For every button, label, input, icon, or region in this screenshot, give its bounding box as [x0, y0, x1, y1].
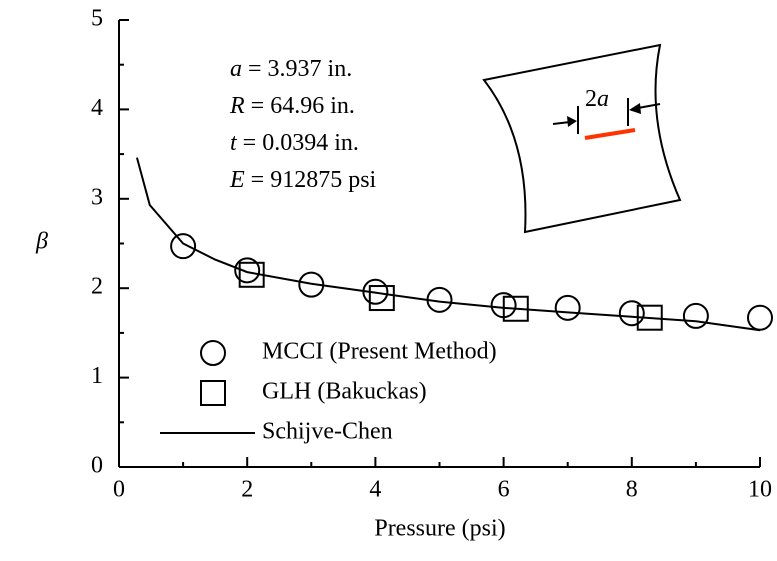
parameter-text: = 0.0394 in. [237, 130, 359, 156]
x-tick-label: 6 [498, 477, 510, 503]
y-tick-label: 1 [91, 363, 103, 389]
legend-label: Schijve-Chen [262, 419, 393, 445]
legend-marker [200, 380, 226, 406]
inset-symbol: a [597, 86, 609, 112]
x-axis-label: Pressure (psi) [374, 516, 505, 542]
parameter-symbol: R [229, 93, 245, 119]
y-tick-label: 2 [91, 274, 103, 300]
y-tick-label: 5 [91, 6, 103, 32]
series-line [135, 157, 761, 332]
legend-marker [200, 340, 226, 366]
arrow-head [567, 116, 577, 127]
legend-label: GLH (Bakuckas) [262, 379, 427, 405]
parameter-symbol: E [229, 167, 245, 193]
y-tick-label: 3 [91, 184, 103, 210]
y-tick-label: 0 [91, 453, 103, 479]
marker-square [368, 285, 395, 312]
inset-label: 2a [585, 86, 609, 112]
parameter: R = 64.96 in. [229, 93, 355, 119]
parameter-text: = 3.937 in. [242, 56, 352, 82]
parameter-text: = 64.96 in. [245, 93, 355, 119]
legend-label: MCCI (Present Method) [262, 339, 497, 365]
x-tick-label: 0 [113, 477, 125, 503]
parameter-text: = 912875 psi [245, 167, 377, 193]
panel [482, 43, 682, 234]
dim-arrow [637, 103, 661, 109]
marker-circle [234, 257, 261, 284]
arrow-head [629, 103, 641, 114]
x-tick-label: 2 [241, 477, 253, 503]
crack [584, 128, 636, 140]
parameter-symbol: a [230, 56, 242, 82]
y-axis-label: β [35, 229, 48, 255]
marker-circle [618, 300, 645, 327]
parameter: E = 912875 psi [229, 167, 377, 193]
parameter: t = 0.0394 in. [230, 130, 359, 156]
marker-circle [554, 294, 581, 321]
x-tick-label: 10 [748, 477, 772, 503]
parameter-symbol: t [230, 130, 238, 156]
marker-circle [682, 302, 709, 329]
parameter: a = 3.937 in. [230, 56, 352, 82]
inset-factor: 2 [585, 86, 597, 112]
marker-circle [747, 304, 773, 331]
x-tick-label: 4 [369, 477, 381, 503]
marker-circle [170, 233, 197, 260]
y-tick-label: 4 [91, 95, 103, 121]
x-tick-label: 8 [626, 477, 638, 503]
inset-diagram: 2a [482, 43, 682, 234]
dim-arrow [552, 121, 571, 125]
